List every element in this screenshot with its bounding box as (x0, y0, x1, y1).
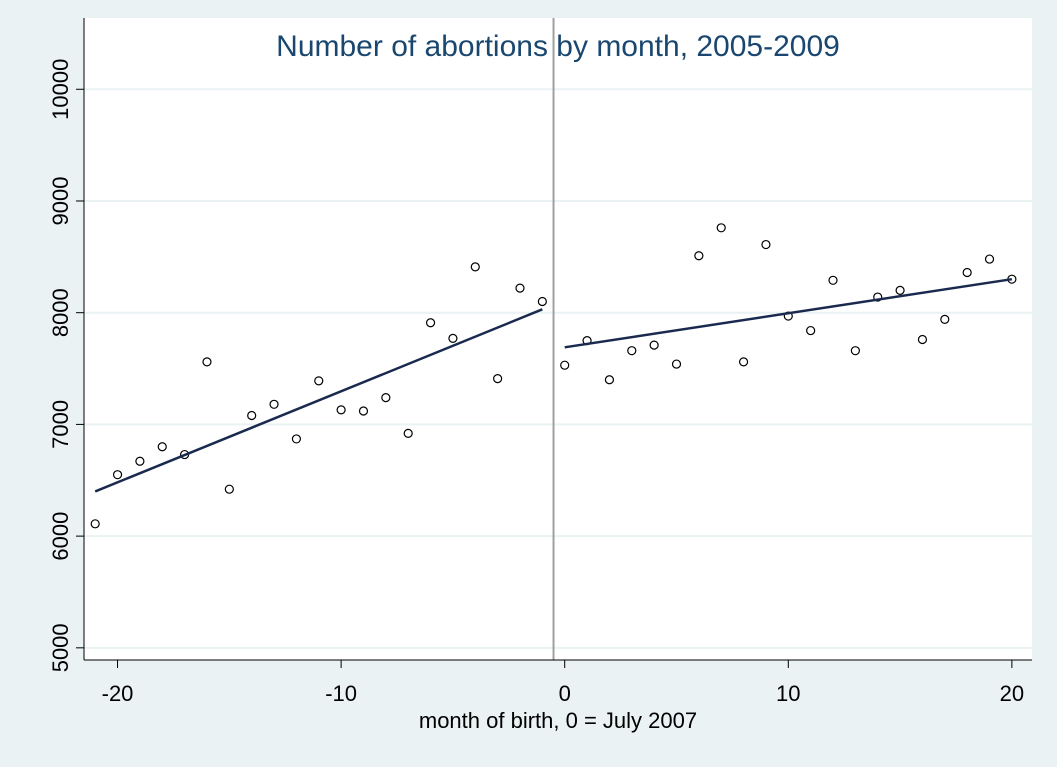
x-tick-label: 20 (1000, 681, 1024, 706)
point (873, 292, 883, 302)
point (493, 374, 503, 384)
y-tick-label: 7000 (48, 400, 73, 449)
y-tick-label: 10000 (48, 59, 73, 120)
y-tick-label: 9000 (48, 177, 73, 226)
point (291, 434, 302, 444)
y-tick-label: 8000 (48, 288, 73, 337)
point (649, 340, 659, 350)
x-tick-label: 10 (776, 681, 800, 706)
point (940, 314, 950, 324)
point (403, 428, 413, 438)
point (336, 405, 346, 415)
point (984, 254, 995, 264)
point (247, 410, 257, 421)
point (604, 375, 615, 385)
point (716, 223, 726, 233)
point (90, 519, 100, 529)
point (425, 318, 436, 328)
point (828, 275, 838, 285)
point (314, 376, 324, 386)
point (157, 442, 167, 452)
point (470, 262, 480, 272)
x-tick-label: -10 (325, 681, 357, 706)
fit-line (564, 277, 1013, 349)
point (850, 346, 860, 356)
point (962, 267, 972, 278)
point (627, 346, 637, 356)
x-axis-title: month of birth, 0 = July 2007 (419, 708, 697, 733)
point (112, 470, 123, 480)
x-tick-label: 0 (559, 681, 571, 706)
point (135, 456, 145, 466)
y-tick-label: 6000 (48, 512, 73, 561)
point (560, 360, 570, 370)
point (381, 392, 391, 403)
fit-line (94, 308, 543, 493)
point (806, 325, 816, 336)
plot-area (84, 18, 1032, 660)
point (202, 357, 212, 367)
x-tick-label: -20 (102, 681, 134, 706)
point (515, 283, 525, 293)
point (269, 399, 279, 409)
point (448, 333, 458, 343)
y-tick-label: 5000 (48, 623, 73, 672)
point (224, 484, 234, 494)
point (761, 239, 771, 250)
point (895, 285, 905, 295)
point (917, 334, 928, 345)
chart-title: Number of abortions by month, 2005-2009 (276, 30, 840, 63)
point (671, 359, 682, 369)
point (537, 296, 547, 307)
point (358, 406, 369, 416)
point (694, 251, 704, 261)
point (738, 357, 749, 367)
